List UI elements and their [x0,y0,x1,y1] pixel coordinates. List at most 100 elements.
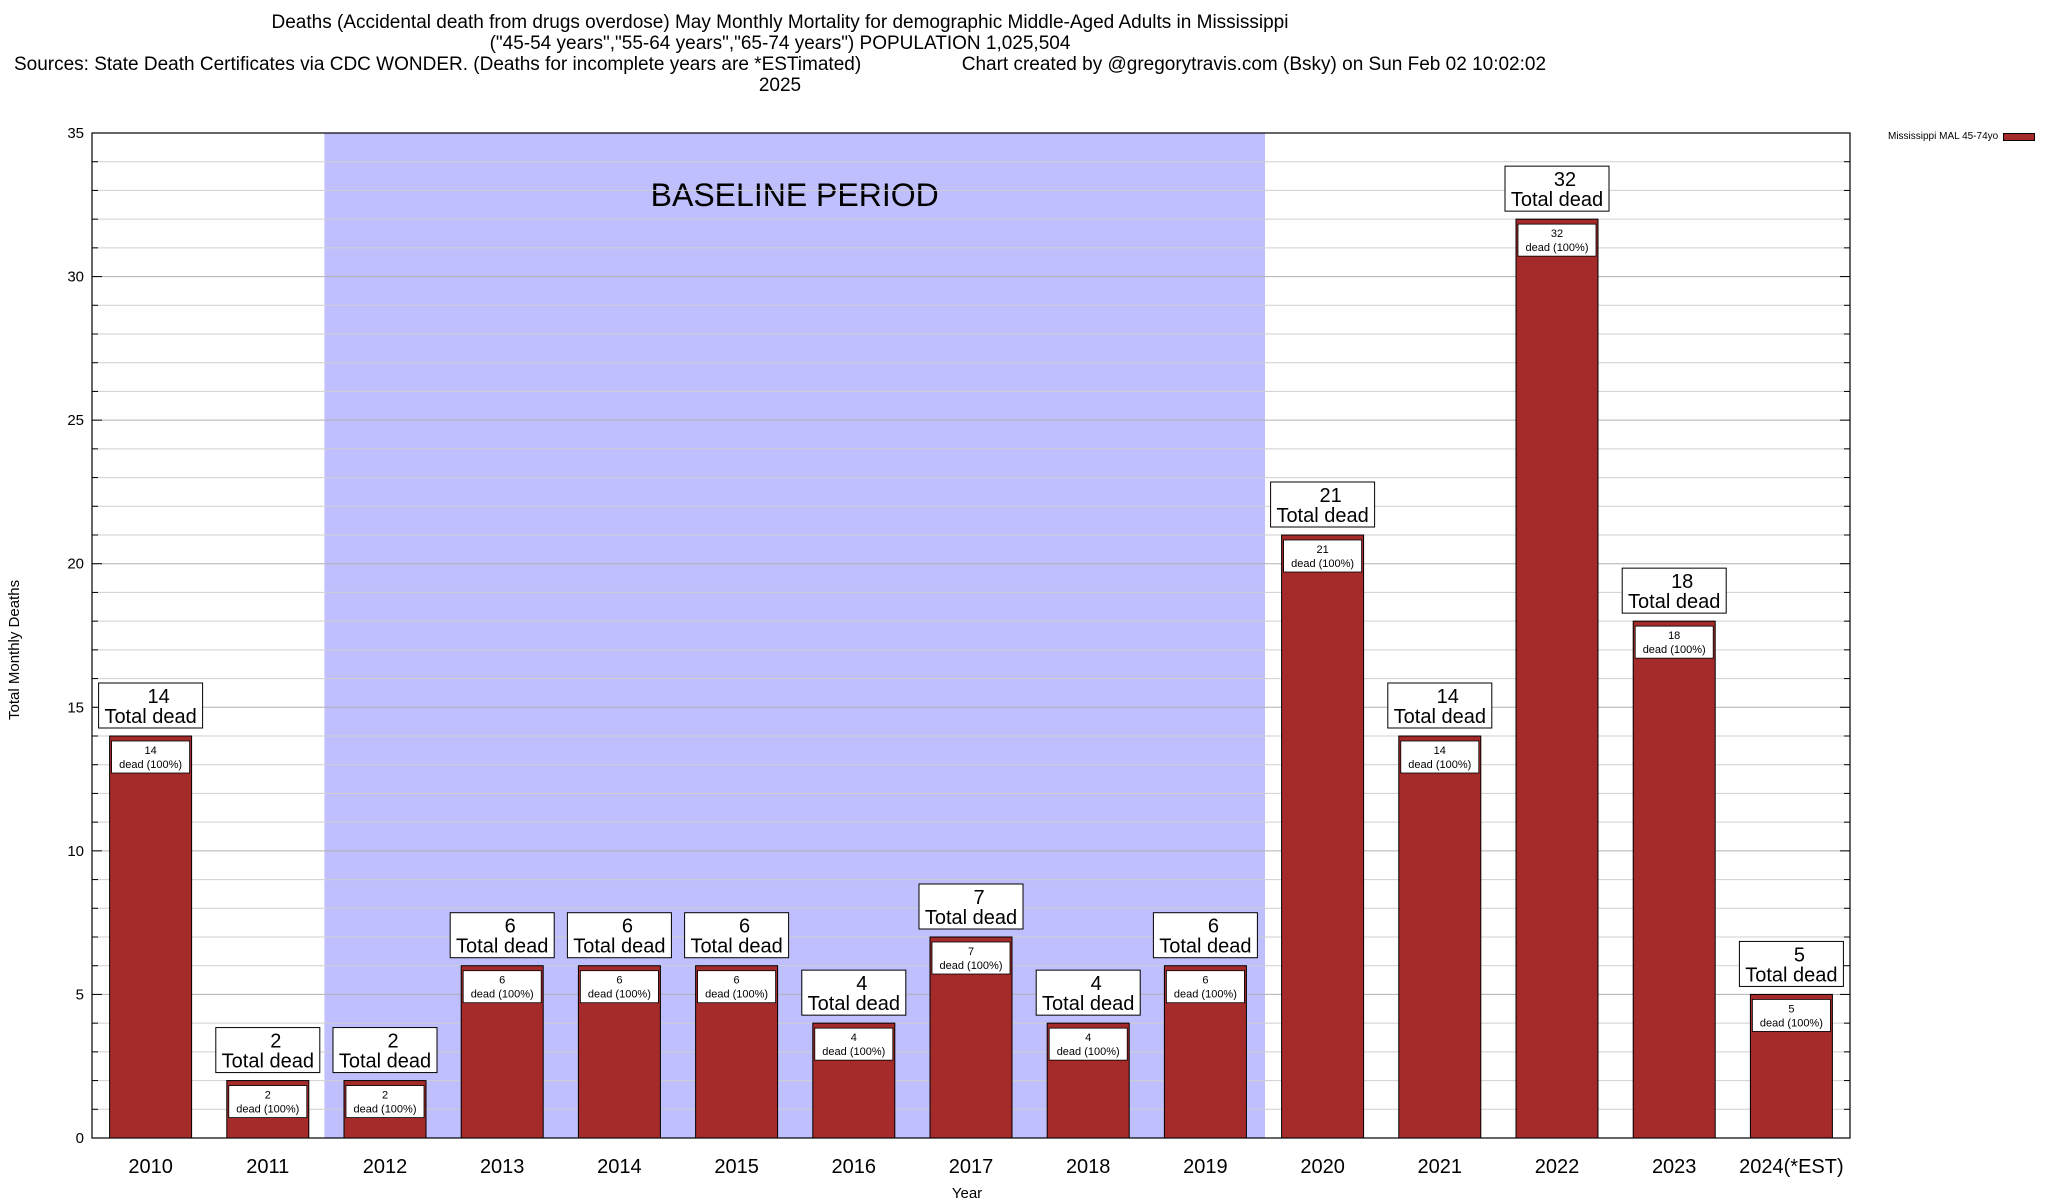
bar-inner-value: 14 [1434,745,1446,757]
bar-total-box [1035,969,1141,1016]
bar [1398,735,1482,1139]
bar-total-box [918,883,1024,930]
bar-total-box [449,912,555,959]
bar [109,735,193,1139]
bar-total-box [801,969,907,1016]
bar-total-label: Total dead [808,993,900,1015]
bar-total-value: 32 [1554,169,1576,191]
bar-inner-value: 5 [1788,1003,1794,1015]
bar-inner-label-box [814,1027,894,1061]
x-tick-label: 2016 [832,1156,877,1178]
bar-inner-label-box [1166,970,1245,1004]
bar-total-label: Total dead [1628,591,1720,613]
x-tick-label: 2017 [949,1156,994,1178]
bar-inner-value: 21 [1316,544,1328,556]
bar-inner-label-box [1752,999,1831,1032]
bar-inner-percent: dead (100%) [1408,759,1471,771]
y-tick-label: 35 [67,125,84,142]
bar-inner-percent: dead (100%) [588,989,651,1001]
bar-total-box [215,1027,321,1074]
bar-total-label: Total dead [925,907,1017,929]
bar [1632,620,1716,1139]
legend-swatch [2003,132,2036,141]
y-tick-label: 15 [67,699,84,716]
x-tick-label: 2018 [1066,1156,1111,1178]
bar-inner-label-box [228,1085,308,1118]
bar-inner-value: 4 [1085,1032,1091,1044]
chart-title-line3: Sources: State Death Certificates via CD… [0,54,1560,96]
bar-total-label: Total dead [1394,706,1486,728]
x-tick-label: 2013 [480,1156,525,1178]
bar-inner-label-box [1634,625,1714,659]
bar-inner-percent: dead (100%) [354,1104,417,1116]
bar-total-value: 5 [1794,944,1805,966]
bar-inner-label-box [345,1085,425,1118]
bar-inner-value: 18 [1668,630,1680,642]
bar-inner-percent: dead (100%) [940,960,1003,972]
x-tick-label: 2010 [128,1156,173,1178]
x-axis-label: Year [952,1185,982,1200]
y-tick-label: 20 [67,556,84,573]
bar [1281,534,1365,1139]
bar-total-value: 4 [1091,973,1102,995]
x-tick-label: 2023 [1652,1156,1697,1178]
bar-total-value: 6 [1208,916,1219,938]
x-tick-label: 2015 [714,1156,759,1178]
bar-total-box [332,1027,438,1074]
bar-inner-percent: dead (100%) [1291,558,1354,570]
bar-inner-percent: dead (100%) [1057,1046,1120,1058]
bar-inner-label-box [697,970,776,1004]
bar-inner-label-box [1048,1027,1128,1061]
bar-total-box [1270,481,1376,528]
x-tick-label: 2021 [1418,1156,1463,1178]
chart-credit-text: Chart created by @gregorytravis.com (Bsk… [758,54,1547,96]
bar-total-box [1504,165,1610,212]
bar-total-box [1621,567,1727,614]
legend-label: Mississippi MAL 45-74yo [1888,131,1999,142]
y-tick-label: 25 [67,412,84,429]
bar-total-box [566,912,672,959]
bar-inner-value: 2 [382,1090,388,1102]
bar-inner-percent: dead (100%) [822,1046,885,1058]
bar-total-value: 21 [1319,485,1341,507]
chart-title-block: Deaths (Accidental death from drugs over… [0,12,1560,96]
bar-inner-value: 6 [1202,975,1208,987]
bar-inner-label-box [1283,539,1362,573]
y-tick-label: 0 [76,1130,84,1147]
bar-inner-value: 7 [968,946,974,958]
chart-title-line2: ("45-54 years","55-64 years","65-74 year… [489,33,1071,54]
bar-inner-value: 4 [851,1032,857,1044]
y-tick-label: 10 [67,843,84,860]
bar-total-box [684,912,790,959]
bar-total-label: Total dead [690,936,782,958]
bar-total-label: Total dead [104,706,196,728]
bar-inner-percent: dead (100%) [236,1104,299,1116]
x-tick-label: 2020 [1300,1156,1345,1178]
bar-total-label: Total dead [1042,993,1134,1015]
bar-inner-percent: dead (100%) [1643,644,1706,656]
bar-inner-percent: dead (100%) [119,759,182,771]
x-tick-label: 2011 [246,1156,289,1178]
baseline-period-label: BASELINE PERIOD [651,177,939,213]
bar-inner-percent: dead (100%) [471,989,534,1001]
bar-total-label: Total dead [573,936,665,958]
bar-total-label: Total dead [1276,505,1368,527]
bar-total-value: 14 [147,686,169,708]
bar-total-label: Total dead [1159,936,1251,958]
bar-total-label: Total dead [456,936,548,958]
bar-total-label: Total dead [1511,189,1603,211]
y-tick-label: 5 [76,986,84,1003]
bar-inner-label-box [1517,223,1597,257]
bar-inner-value: 2 [265,1090,271,1102]
bar-total-value: 7 [973,887,984,909]
bar-total-value: 14 [1437,686,1459,708]
x-tick-label: 2019 [1183,1156,1228,1178]
bar-inner-percent: dead (100%) [1526,242,1589,254]
bar-inner-label-box [580,970,659,1004]
bar-inner-value: 6 [616,975,622,987]
bar-total-value: 6 [739,916,750,938]
x-tick-label: 2024(*EST) [1739,1156,1844,1178]
chart-title-line1: Deaths (Accidental death from drugs over… [271,12,1289,33]
bar-inner-value: 6 [734,975,740,987]
chart-legend: Mississippi MAL 45-74yo [1888,131,2036,142]
